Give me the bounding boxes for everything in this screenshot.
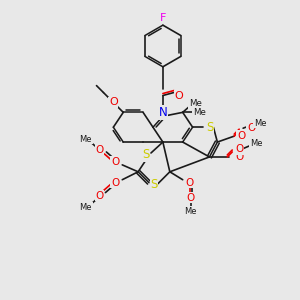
Text: Me: Me <box>189 99 202 108</box>
Text: O: O <box>95 145 104 155</box>
Text: S: S <box>142 148 150 161</box>
Text: O: O <box>235 152 243 162</box>
Text: Me: Me <box>184 207 197 216</box>
Text: Me: Me <box>80 203 92 212</box>
Text: O: O <box>174 91 183 100</box>
Text: Me: Me <box>193 108 206 117</box>
Text: Me: Me <box>254 119 266 128</box>
Text: O: O <box>187 193 195 202</box>
Text: O: O <box>111 178 119 188</box>
Text: O: O <box>247 123 255 133</box>
Text: N: N <box>158 106 167 119</box>
Text: O: O <box>237 131 245 141</box>
Text: O: O <box>109 98 118 107</box>
Text: O: O <box>235 144 243 154</box>
Text: S: S <box>150 178 158 191</box>
Text: Me: Me <box>80 135 92 144</box>
Text: O: O <box>111 157 119 167</box>
Text: S: S <box>206 121 213 134</box>
Text: F: F <box>160 13 166 23</box>
Text: Me: Me <box>250 139 262 148</box>
Text: O: O <box>95 190 104 201</box>
Text: O: O <box>185 178 194 188</box>
